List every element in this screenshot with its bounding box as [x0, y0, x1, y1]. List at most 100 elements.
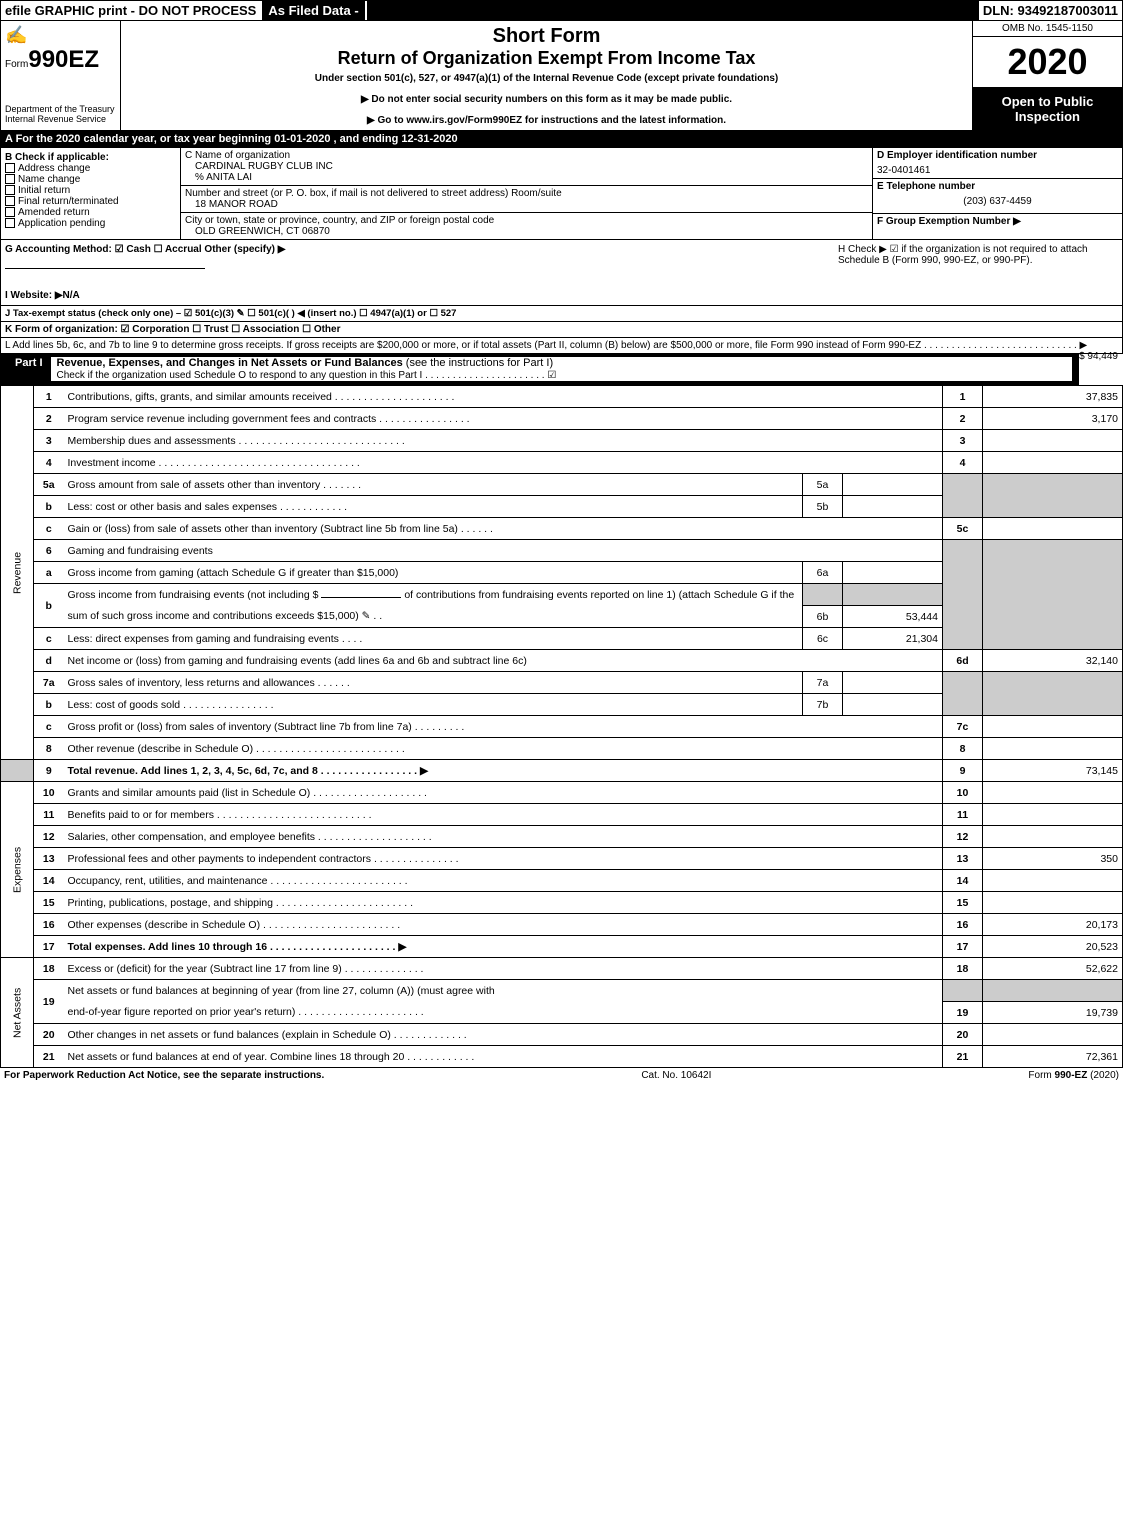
line21-ln: 21: [943, 1046, 983, 1068]
row-l-value: $ 94,449: [1079, 351, 1118, 362]
line8-num: 8: [34, 738, 64, 760]
org-name: CARDINAL RUGBY CLUB INC: [185, 161, 868, 172]
line6a-num: a: [34, 562, 64, 584]
line21-val: 72,361: [983, 1046, 1123, 1068]
line9-desc: Total revenue. Add lines 1, 2, 3, 4, 5c,…: [64, 760, 943, 782]
phone-block: E Telephone number (203) 637-4459: [873, 179, 1122, 214]
ein-value: 32-0401461: [877, 161, 1118, 176]
line5a-sn: 5a: [803, 474, 843, 496]
line19-ln: 19: [943, 1002, 983, 1024]
line16-val: 20,173: [983, 914, 1123, 936]
efile-header-bar: efile GRAPHIC print - DO NOT PROCESS As …: [0, 0, 1123, 21]
line3-val: [983, 430, 1123, 452]
line7c-desc: Gross profit or (loss) from sales of inv…: [64, 716, 943, 738]
line19-desc1: Net assets or fund balances at beginning…: [64, 980, 943, 1002]
dept-treasury: Department of the Treasury Internal Reve…: [5, 104, 116, 124]
footer-right: Form Form 990-EZ (2020)990-EZ (2020): [1028, 1070, 1119, 1081]
grey-7ab: [943, 672, 983, 716]
line3-ln: 3: [943, 430, 983, 452]
line6b-desc1: Gross income from fundraising events (no…: [64, 584, 803, 606]
part1-title: Revenue, Expenses, and Changes in Net As…: [57, 357, 403, 369]
grey-6b1-val: [843, 584, 943, 606]
line5c-num: c: [34, 518, 64, 540]
check-final[interactable]: Final return/terminated: [5, 196, 176, 207]
row-g-h: G Accounting Method: ☑ Cash ☐ Accrual Ot…: [0, 240, 1123, 306]
line14-val: [983, 870, 1123, 892]
lines-table: Revenue 1 Contributions, gifts, grants, …: [0, 385, 1123, 1068]
line7a-desc: Gross sales of inventory, less returns a…: [64, 672, 803, 694]
grey-7ab-val: [983, 672, 1123, 716]
line6d-desc: Net income or (loss) from gaming and fun…: [64, 650, 943, 672]
section-b-right: D Employer identification number 32-0401…: [872, 148, 1122, 239]
line19-desc2: end-of-year figure reported on prior yea…: [64, 1002, 943, 1024]
group-exemption-block: F Group Exemption Number ▶: [873, 214, 1122, 229]
line11-val: [983, 804, 1123, 826]
line6d-val: 32,140: [983, 650, 1123, 672]
line10-val: [983, 782, 1123, 804]
line5b-desc: Less: cost or other basis and sales expe…: [64, 496, 803, 518]
line17-val: 20,523: [983, 936, 1123, 958]
line9-val: 73,145: [983, 760, 1123, 782]
line19-val: 19,739: [983, 1002, 1123, 1024]
line2-desc: Program service revenue including govern…: [64, 408, 943, 430]
check-name[interactable]: Name change: [5, 174, 176, 185]
line20-num: 20: [34, 1024, 64, 1046]
inspect-line2: Inspection: [979, 109, 1116, 124]
line2-num: 2: [34, 408, 64, 430]
line17-num: 17: [34, 936, 64, 958]
line7b-sn: 7b: [803, 694, 843, 716]
line12-desc: Salaries, other compensation, and employ…: [64, 826, 943, 848]
line3-num: 3: [34, 430, 64, 452]
line5a-num: 5a: [34, 474, 64, 496]
grey-6-val: [983, 540, 1123, 650]
line20-ln: 20: [943, 1024, 983, 1046]
line7a-sn: 7a: [803, 672, 843, 694]
check-pending-label: Application pending: [18, 218, 105, 229]
line7c-num: c: [34, 716, 64, 738]
line16-ln: 16: [943, 914, 983, 936]
line19-num: 19: [34, 980, 64, 1024]
grey-5ab: [943, 474, 983, 518]
line13-val: 350: [983, 848, 1123, 870]
org-name-block: C Name of organization CARDINAL RUGBY CL…: [181, 148, 872, 186]
form-990ez: 990EZ: [28, 46, 99, 73]
line9-num: 9: [34, 760, 64, 782]
line9-ln: 9: [943, 760, 983, 782]
line17-ln: 17: [943, 936, 983, 958]
line6c-num: c: [34, 628, 64, 650]
check-amended[interactable]: Amended return: [5, 207, 176, 218]
line8-desc: Other revenue (describe in Schedule O) .…: [64, 738, 943, 760]
line8-val: [983, 738, 1123, 760]
line6a-sv: [843, 562, 943, 584]
line6-desc: Gaming and fundraising events: [64, 540, 943, 562]
grey-19: [943, 980, 983, 1002]
section-b: B Check if applicable: Address change Na…: [0, 148, 1123, 240]
line4-num: 4: [34, 452, 64, 474]
dln-label: DLN: 93492187003011: [979, 1, 1122, 20]
h-check: H Check ▶ ☑ if the organization is not r…: [838, 244, 1118, 301]
line10-ln: 10: [943, 782, 983, 804]
accounting-method: G Accounting Method: ☑ Cash ☐ Accrual Ot…: [5, 244, 838, 301]
part1-sub: (see the instructions for Part I): [406, 357, 553, 369]
form-header-center: Short Form Return of Organization Exempt…: [121, 21, 972, 130]
i-website: I Website: ▶N/A: [5, 290, 838, 301]
line10-desc: Grants and similar amounts paid (list in…: [64, 782, 943, 804]
check-address[interactable]: Address change: [5, 163, 176, 174]
line6b-sv: 53,444: [843, 606, 943, 628]
tax-year: 2020: [973, 37, 1122, 88]
line12-ln: 12: [943, 826, 983, 848]
line20-desc: Other changes in net assets or fund bala…: [64, 1024, 943, 1046]
form-note2: ▶ Go to www.irs.gov/Form990EZ for instru…: [125, 115, 968, 126]
city-value: OLD GREENWICH, CT 06870: [185, 226, 868, 237]
line12-num: 12: [34, 826, 64, 848]
check-address-label: Address change: [18, 163, 90, 174]
check-pending[interactable]: Application pending: [5, 218, 176, 229]
city-label: City or town, state or province, country…: [185, 215, 868, 226]
line5b-num: b: [34, 496, 64, 518]
line6b-sn: 6b: [803, 606, 843, 628]
line16-desc: Other expenses (describe in Schedule O) …: [64, 914, 943, 936]
line14-ln: 14: [943, 870, 983, 892]
line1-val: 37,835: [983, 386, 1123, 408]
line2-ln: 2: [943, 408, 983, 430]
check-initial[interactable]: Initial return: [5, 185, 176, 196]
